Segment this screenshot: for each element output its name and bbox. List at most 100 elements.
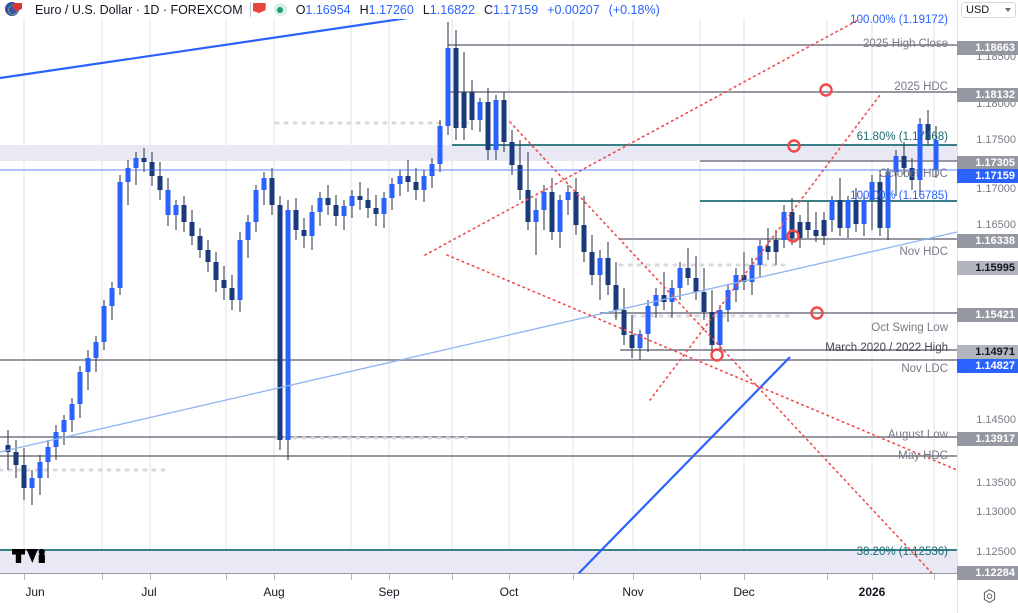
time-scale[interactable]: Jun Jul Aug Sep Oct Nov Dec 2026	[0, 573, 957, 613]
price-level-label[interactable]: 1.16338	[957, 234, 1018, 248]
candle-body	[909, 168, 915, 180]
candle-body	[717, 310, 723, 345]
ohlc-change: +0.00207	[547, 2, 600, 17]
candle-body	[837, 200, 843, 228]
candle-body	[189, 222, 195, 236]
candle-body	[125, 168, 131, 182]
candle-body	[869, 182, 875, 200]
candle-body	[741, 275, 747, 282]
time-tick	[274, 574, 275, 580]
ohlc-open: O1.16954	[295, 2, 351, 17]
candle-body	[605, 258, 611, 285]
candle-body	[885, 172, 891, 228]
candle-body	[501, 100, 507, 142]
gear-icon[interactable]	[981, 588, 998, 605]
candle-body	[93, 342, 99, 358]
time-label[interactable]: Jul	[141, 585, 157, 599]
candle-body	[309, 212, 315, 236]
time-tick	[102, 574, 103, 580]
candle-body	[37, 462, 43, 478]
candle-body	[629, 335, 635, 348]
candle-body	[325, 198, 331, 205]
currency-selector[interactable]: USD	[961, 2, 1016, 18]
candle-body	[69, 404, 75, 420]
candle-body	[77, 372, 83, 404]
candle-body	[253, 190, 259, 222]
time-tick	[150, 574, 151, 580]
candle-body	[117, 182, 123, 288]
candle-body	[165, 190, 171, 215]
time-label[interactable]: Oct	[499, 585, 519, 599]
candle-body	[365, 200, 371, 208]
price-level-label[interactable]: 1.18663	[957, 41, 1018, 55]
red-flag-icon[interactable]	[252, 3, 266, 14]
chart-canvas	[0, 19, 957, 573]
price-level-label[interactable]: 1.14971	[957, 345, 1018, 359]
candle-body	[701, 292, 707, 312]
price-scale[interactable]: USD 1.18500 1.18000 1.17500 1.17000 1.16500 1…	[957, 0, 1018, 613]
pivot-marker-pivot-5	[710, 348, 724, 362]
candle-body	[317, 198, 323, 212]
tradingview-logo-icon[interactable]	[12, 545, 48, 567]
time-label[interactable]: 2026	[858, 585, 886, 599]
pivot-marker-pivot-4	[810, 306, 824, 320]
price-level-label[interactable]: 1.12284	[957, 566, 1018, 580]
candle-body	[917, 124, 923, 180]
candle-body	[477, 102, 483, 120]
candle-body	[509, 142, 515, 165]
candle-body	[709, 312, 715, 345]
time-label[interactable]: Dec	[733, 585, 755, 599]
candle-body	[749, 265, 755, 282]
candle-body	[405, 176, 411, 182]
candle-body	[461, 92, 467, 128]
candle-body	[29, 478, 35, 488]
time-label[interactable]: Jun	[25, 585, 45, 599]
candle-body	[621, 310, 627, 335]
time-tick	[573, 574, 574, 580]
price-level-label[interactable]: 1.15995	[957, 261, 1018, 275]
ohlc-high: H1.17260	[359, 2, 414, 17]
candle-body	[485, 102, 491, 150]
candle-body	[597, 258, 603, 275]
price-level-label[interactable]: 1.18132	[957, 88, 1018, 102]
chevron-down-icon	[1005, 8, 1011, 12]
price-level-label[interactable]: 1.13917	[957, 432, 1018, 446]
candle-body	[229, 288, 235, 300]
candle-body	[765, 246, 771, 252]
fib-band-0	[0, 145, 957, 161]
time-label[interactable]: Nov	[622, 585, 644, 599]
time-tick	[872, 574, 873, 580]
candle-body	[541, 192, 547, 210]
candle-body	[341, 206, 347, 216]
candle-body	[789, 212, 795, 238]
candle-body	[853, 200, 859, 224]
price-level-label[interactable]: 1.15421	[957, 308, 1018, 322]
time-tick	[389, 574, 390, 580]
candle-body	[725, 290, 731, 310]
candle-body	[45, 447, 51, 462]
candle-body	[101, 306, 107, 342]
candle-body	[901, 156, 907, 168]
time-label[interactable]: Aug	[263, 585, 285, 599]
price-tick: 1.13500	[976, 477, 1016, 489]
time-tick	[226, 574, 227, 580]
candle-body	[933, 140, 939, 170]
candle-body	[173, 205, 179, 215]
ohlc-close: C1.17159	[483, 2, 539, 17]
candle-body	[261, 178, 267, 190]
currency-label: USD	[966, 4, 990, 16]
candle-body	[413, 182, 419, 190]
candle-body	[693, 278, 699, 292]
price-tick: 1.14500	[976, 414, 1016, 426]
current-price-label[interactable]: 1.14827	[957, 359, 1018, 373]
price-tick: 1.12500	[976, 546, 1016, 558]
price-level-label[interactable]: 1.17305	[957, 156, 1018, 170]
time-label[interactable]: Sep	[378, 585, 400, 599]
green-status-dot-icon[interactable]	[273, 3, 287, 16]
candle-body	[877, 182, 883, 228]
candle-body	[237, 240, 243, 300]
current-price-label[interactable]: 1.17159	[957, 169, 1018, 183]
symbol-title[interactable]: Euro / U.S. Dollar · 1D · FOREXCOM	[35, 2, 243, 17]
chart-plot-area[interactable]	[0, 19, 957, 573]
candle-body	[285, 210, 291, 440]
